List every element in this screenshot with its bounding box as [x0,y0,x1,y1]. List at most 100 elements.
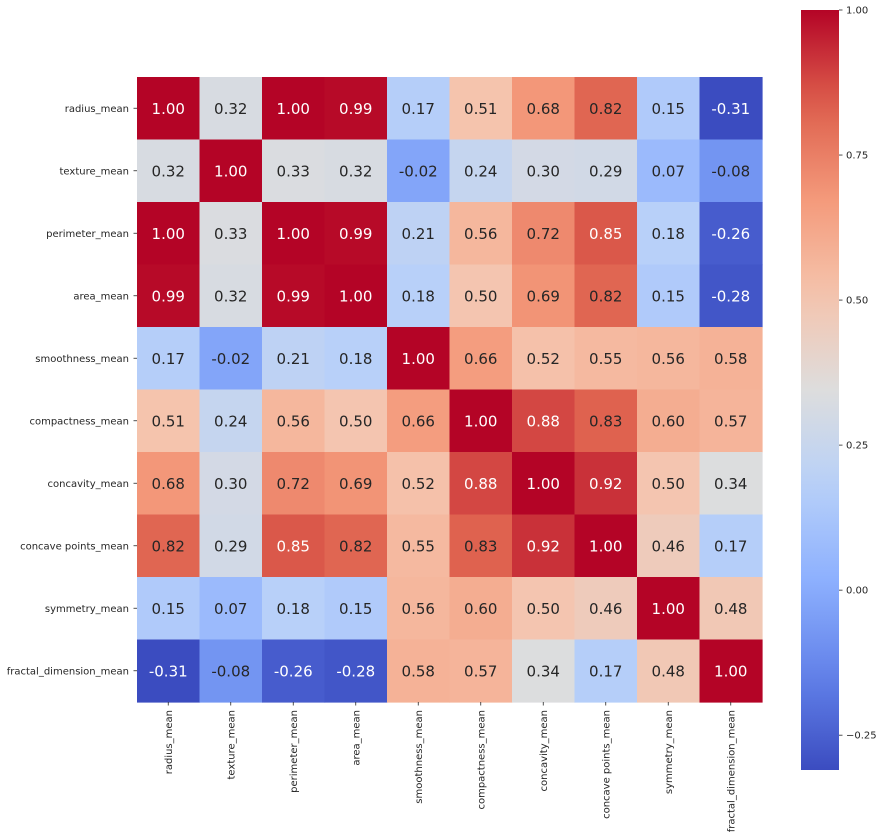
heatmap-cell [699,577,763,641]
heatmap-cell [699,264,763,328]
cell-annotation: 0.58 [714,350,747,368]
heatmap-cell [387,452,451,516]
cell-annotation: 0.60 [464,600,497,618]
heatmap-cell [699,202,763,266]
cell-annotation: 0.68 [527,100,560,118]
cell-annotation: 0.56 [277,412,310,430]
heatmap-cell [324,327,388,391]
x-tick-label: concavity_mean [539,710,550,791]
cell-annotation: 0.34 [527,662,560,680]
cell-annotation: 0.34 [714,475,747,493]
cell-annotation: 0.46 [589,600,622,618]
y-tick-label: smoothness_mean [35,354,129,365]
y-tick-label: fractal_dimension_mean [7,666,129,677]
heatmap-cell [512,327,576,391]
heatmap-cell [262,389,326,453]
heatmap-cell [699,139,763,203]
cell-annotation: -0.28 [711,287,750,305]
heatmap-cell [199,452,263,516]
heatmap-cell [699,514,763,578]
cell-annotation: 0.99 [339,225,372,243]
cell-annotation: 1.00 [152,100,185,118]
y-tick-label: compactness_mean [29,416,129,427]
cell-annotation: 0.30 [214,475,247,493]
cell-annotation: 0.33 [277,162,310,180]
cell-annotation: 0.57 [714,412,747,430]
heatmap-cell [262,139,326,203]
x-tick-label: radius_mean [164,710,175,774]
cell-annotation: 0.50 [652,475,685,493]
colorbar: −0.25 0.00 0.25 0.50 0.75 1.00 [801,6,877,770]
heatmap-cell [262,327,326,391]
heatmap-cell [637,452,701,516]
heatmap-cell [387,327,451,391]
cell-annotation: 0.18 [277,600,310,618]
cell-annotation: 0.17 [714,537,747,555]
heatmap-cell [387,389,451,453]
heatmap-cell [199,577,263,641]
cell-annotation: 0.83 [464,537,497,555]
x-tick-label: area_mean [351,710,362,766]
cell-annotation: 0.07 [652,162,685,180]
heatmap-annotations: 1.00 0.32 1.00 0.99 0.17 0.51 0.68 0.82 0.15 -0.3… [149,100,750,681]
cell-annotation: 0.17 [402,100,435,118]
cell-annotation: -0.02 [399,162,438,180]
heatmap-cell [574,639,638,703]
cell-annotation: 1.00 [277,100,310,118]
cell-annotation: 0.07 [214,600,247,618]
cell-annotation: 0.66 [402,412,435,430]
cell-annotation: 0.92 [589,475,622,493]
colorbar-tick-label: 0.75 [846,151,868,162]
heatmap-cell [637,264,701,328]
cell-annotation: 0.72 [527,225,560,243]
heatmap-cell [199,264,263,328]
colorbar-tick-label: 0.25 [846,441,868,452]
cell-annotation: 0.48 [714,600,747,618]
cell-annotation: 0.82 [339,537,372,555]
heatmap-cell [137,452,201,516]
x-tick-label: perimeter_mean [289,710,300,793]
heatmap-cell [512,264,576,328]
cell-annotation: 0.46 [652,537,685,555]
heatmap-cell [262,639,326,703]
cell-annotation: 0.99 [339,100,372,118]
heatmap-cell [137,327,201,391]
heatmap-cell [324,639,388,703]
heatmap-cell [262,264,326,328]
y-tick-label: area_mean [73,291,129,302]
cell-annotation: -0.26 [274,662,313,680]
heatmap-cell [512,452,576,516]
cell-annotation: 0.50 [464,287,497,305]
cell-annotation: 0.21 [277,350,310,368]
x-tick-label: concave points_mean [601,710,612,819]
heatmap-cell [324,389,388,453]
cell-annotation: 0.52 [402,475,435,493]
heatmap-cell [512,77,576,141]
heatmap-cell [199,389,263,453]
cell-annotation: 0.85 [589,225,622,243]
heatmap-cell [199,327,263,391]
cell-annotation: 0.69 [339,475,372,493]
heatmap-cell [449,139,513,203]
cell-annotation: 0.82 [589,287,622,305]
cell-annotation: 0.88 [527,412,560,430]
x-tick-label: texture_mean [226,710,237,779]
x-tick-label: fractal_dimension_mean [726,710,737,832]
heatmap-cell [512,639,576,703]
y-tick-label: radius_mean [65,104,129,115]
cell-annotation: 0.56 [402,600,435,618]
heatmap-cell [262,577,326,641]
cell-annotation: 0.32 [214,287,247,305]
cell-annotation: 0.52 [527,350,560,368]
cell-annotation: 0.58 [402,662,435,680]
cell-annotation: 0.29 [214,537,247,555]
cell-annotation: 0.56 [652,350,685,368]
colorbar-gradient [801,10,839,770]
heatmap-cell [449,264,513,328]
heatmap-cell [324,264,388,328]
heatmap-cell [449,639,513,703]
x-axis: radius_mean texture_mean perimeter_mean are… [164,702,737,832]
cell-annotation: 1.00 [527,475,560,493]
heatmap-cell [137,639,201,703]
heatmap-cell [324,77,388,141]
